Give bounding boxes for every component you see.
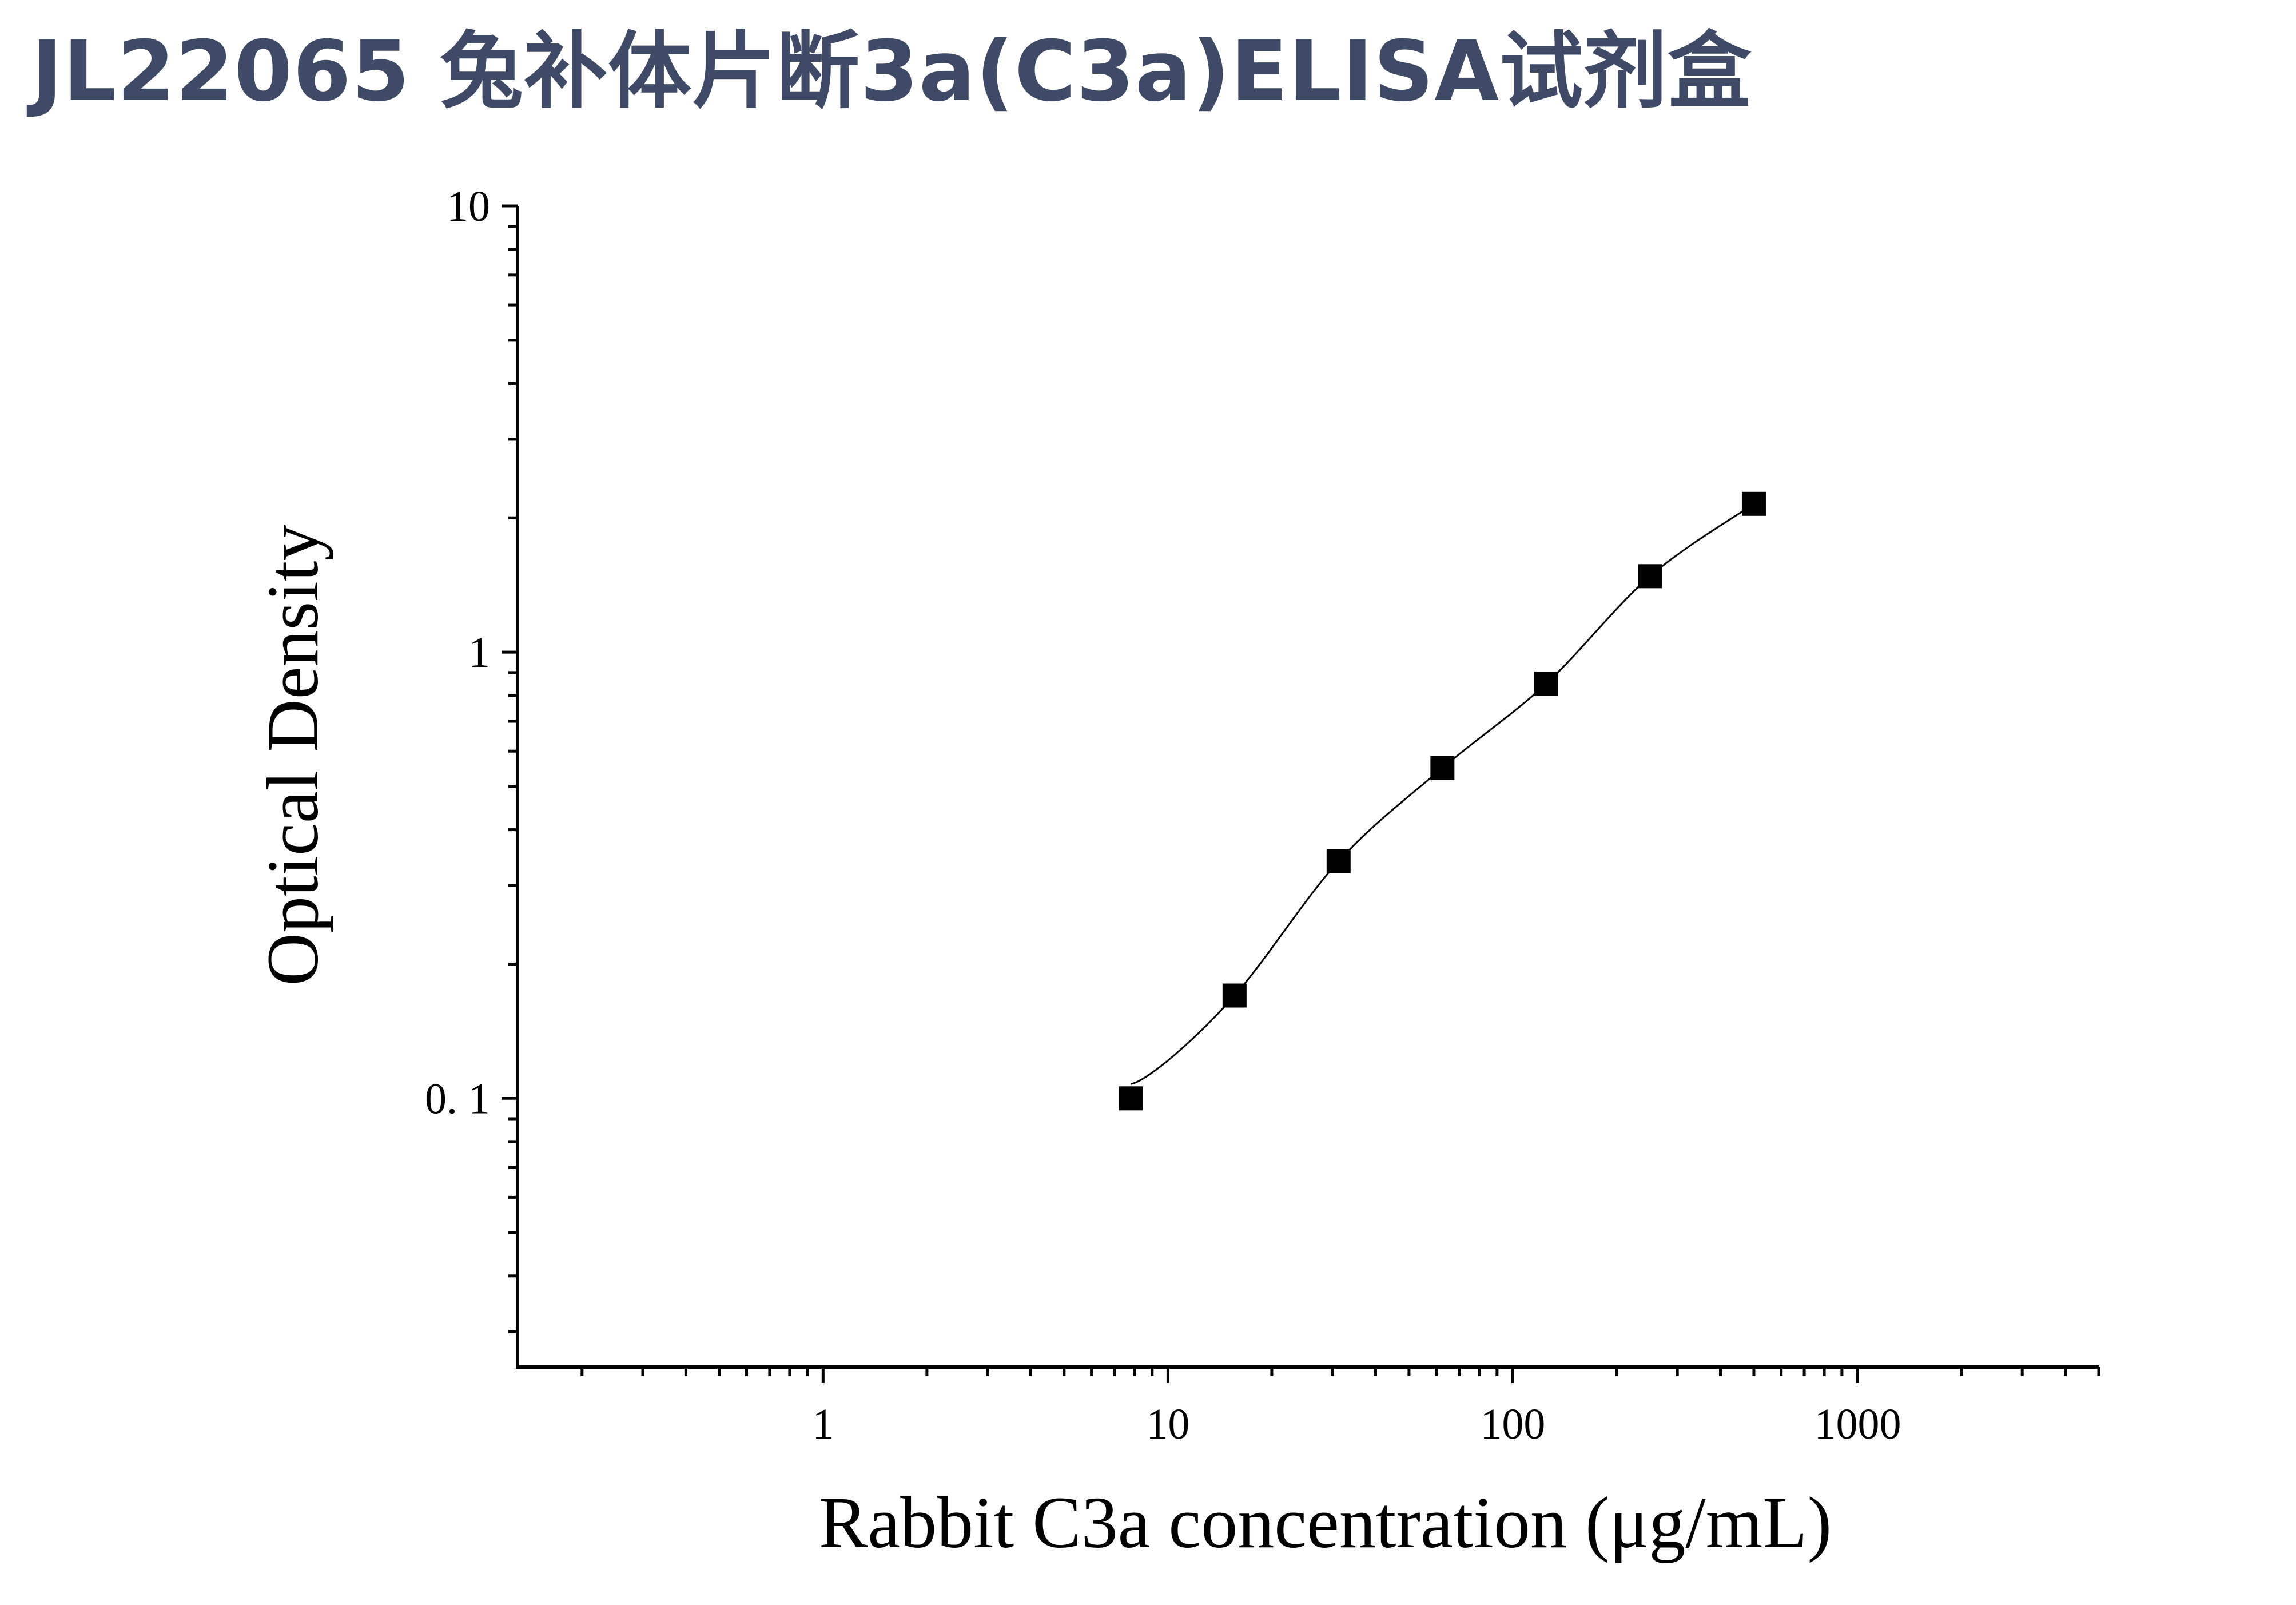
data-point: [1222, 983, 1247, 1008]
x-tick-label: 10: [1146, 1400, 1189, 1448]
y-tick-label: 0. 1: [425, 1075, 490, 1123]
x-tick-label: 1: [812, 1400, 834, 1448]
y-tick-label: 1: [468, 629, 490, 677]
data-point: [1534, 672, 1558, 696]
data-point: [1638, 564, 1662, 589]
y-axis-title: Optical Density: [252, 525, 333, 986]
page-title: JL22065 兔补体片断3a(C3a)ELISA试剂盒: [31, 23, 1752, 120]
data-point: [1326, 849, 1351, 873]
data-points-layer: [1119, 491, 1766, 1111]
data-point: [1119, 1086, 1143, 1111]
data-point: [1741, 491, 1766, 516]
data-point: [1430, 756, 1455, 780]
chart-axes: 0. 1 1 10 1 10 100 1000: [425, 182, 2100, 1448]
x-axis-title: Rabbit C3a concentration (μg/mL): [819, 1482, 1832, 1563]
y-tick-label: 10: [447, 182, 490, 231]
x-tick-label: 1000: [1814, 1400, 1901, 1448]
x-tick-label: 100: [1480, 1400, 1545, 1448]
